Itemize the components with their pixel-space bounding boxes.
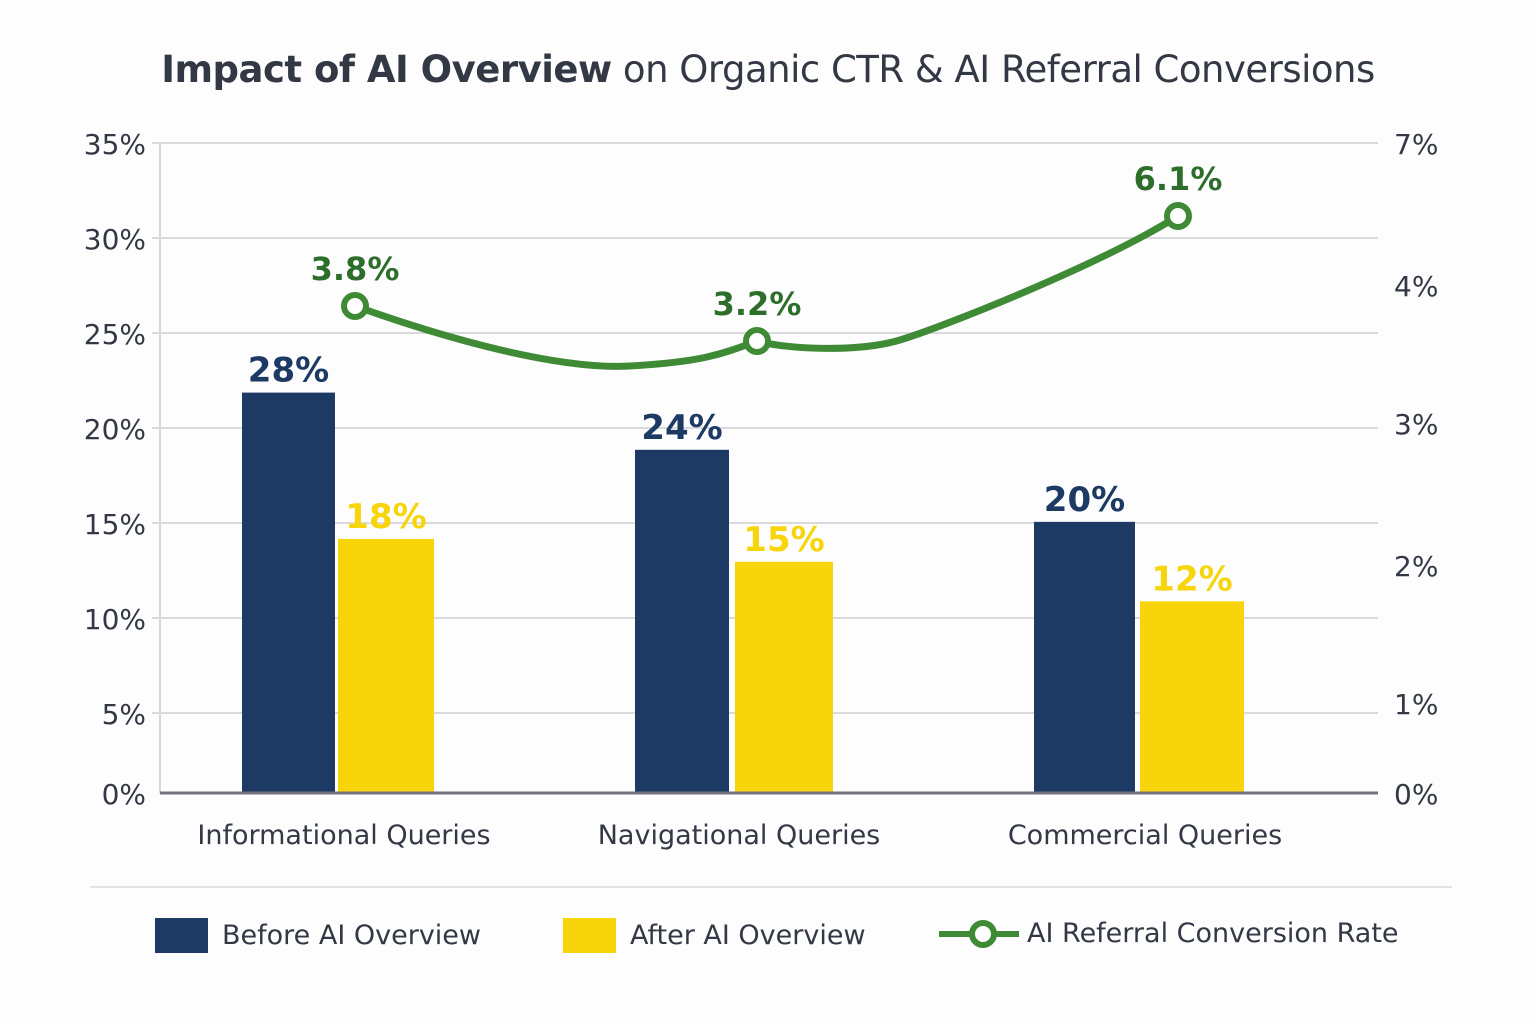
left-tick-label: 35% <box>84 128 146 161</box>
conversion-label: 6.1% <box>1134 160 1223 198</box>
chart-title-rest: on Organic CTR & AI Referral Conversions <box>611 48 1375 91</box>
conversion-line: 3.8% 3.2% 6.1% <box>311 160 1223 370</box>
legend-label-conversion: AI Referral Conversion Rate <box>1027 918 1399 949</box>
bar-before <box>1034 521 1135 793</box>
right-axis-ticks: 0% 1% 2% 3% 4% 7% <box>1394 128 1438 811</box>
chart-plot: 0% 5% 10% 15% 20% 25% 30% 35% 0% 1% 2% 3% 4% 7% 28% 1… <box>84 128 1439 851</box>
bar-before <box>635 449 729 793</box>
left-tick-label: 30% <box>84 223 146 256</box>
bar-label-after: 12% <box>1151 559 1232 599</box>
legend-divider <box>90 886 1452 888</box>
conversion-label: 3.2% <box>713 285 802 323</box>
legend-item-after: After AI Overview <box>563 918 866 953</box>
x-axis-labels: Informational Queries Navigational Querie… <box>197 820 1282 851</box>
conversion-point <box>1164 202 1192 230</box>
legend: Before AI Overview After AI Overview AI … <box>0 916 1536 960</box>
chart-title-bold: Impact of AI Overview <box>161 48 612 91</box>
bar-label-before: 28% <box>248 351 329 391</box>
legend-label-after: After AI Overview <box>630 920 866 951</box>
bar-after <box>338 538 434 793</box>
legend-item-conversion: AI Referral Conversion Rate <box>937 918 1399 949</box>
left-axis-ticks: 0% 5% 10% 15% 20% 25% 30% 35% <box>84 128 146 811</box>
left-tick-label: 5% <box>102 698 146 731</box>
bar-before <box>242 392 335 793</box>
legend-item-before: Before AI Overview <box>155 918 481 953</box>
left-tick-label: 20% <box>84 413 146 446</box>
bar-label-before: 20% <box>1044 480 1125 520</box>
right-tick-label: 7% <box>1394 128 1438 161</box>
left-tick-label: 25% <box>84 318 146 351</box>
bars: 28% 18% 24% 15% 20% 12% <box>242 351 1244 793</box>
right-tick-label: 4% <box>1394 270 1438 303</box>
bar-label-before: 24% <box>641 408 722 448</box>
right-tick-label: 2% <box>1394 550 1438 583</box>
legend-line-marker-icon <box>939 919 1019 948</box>
left-tick-label: 10% <box>84 603 146 636</box>
bar-after <box>1140 601 1244 793</box>
right-tick-label: 0% <box>1394 778 1438 811</box>
category-label: Commercial Queries <box>1008 820 1282 851</box>
category-label: Informational Queries <box>197 820 490 851</box>
category-label: Navigational Queries <box>598 820 881 851</box>
legend-label-before: Before AI Overview <box>222 920 481 951</box>
legend-swatch-before <box>155 918 208 953</box>
right-tick-label: 1% <box>1394 688 1438 721</box>
legend-swatch-after <box>563 918 616 953</box>
conversion-label: 3.8% <box>311 250 400 288</box>
left-tick-label: 15% <box>84 508 146 541</box>
bar-label-after: 15% <box>743 520 824 560</box>
left-tick-label: 0% <box>102 778 146 811</box>
conversion-point <box>743 327 771 355</box>
chart-title: Impact of AI Overview on Organic CTR & A… <box>0 48 1536 91</box>
bar-after <box>735 561 833 793</box>
conversion-point <box>341 292 369 320</box>
bar-label-after: 18% <box>345 497 426 537</box>
right-tick-label: 3% <box>1394 408 1438 441</box>
